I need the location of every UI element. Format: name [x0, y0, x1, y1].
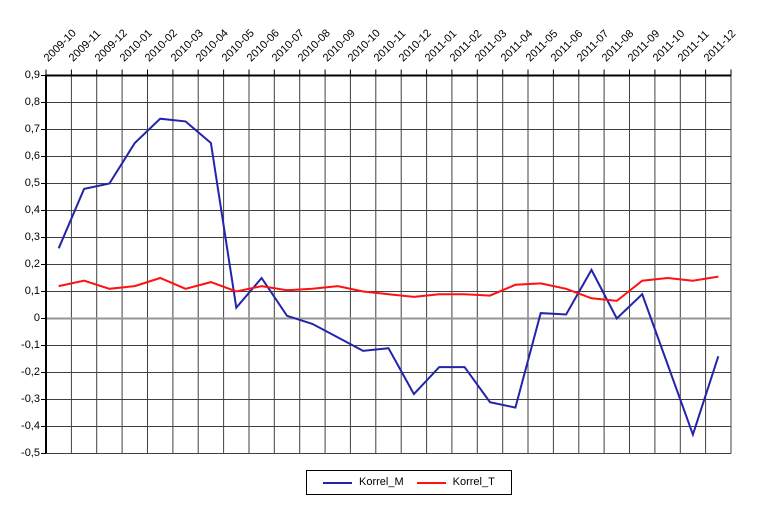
y-axis-tick-label: 0,7	[24, 123, 40, 135]
y-axis-tick-label: -0,2	[21, 366, 40, 378]
y-axis-tick-label: 0,2	[24, 258, 40, 270]
y-axis-tick-label: 0	[33, 312, 40, 324]
y-axis-tick-label: 0,9	[24, 69, 40, 81]
series-line-korrel_m	[57, 117, 720, 438]
korrel-t-line-swatch	[416, 481, 446, 484]
y-axis-tick-label: 0,5	[24, 177, 40, 189]
y-axis-tick-label: -0,5	[21, 447, 40, 459]
legend-item-korrel-m: Korrel_M	[323, 476, 404, 489]
legend-item-korrel-t: Korrel_T	[416, 476, 495, 489]
legend-label-korrel-t: Korrel_T	[452, 476, 495, 488]
y-axis-tick-label: 0,1	[24, 285, 40, 297]
y-axis-tick-label: 0,8	[24, 96, 40, 108]
legend-label-korrel-m: Korrel_M	[359, 476, 404, 488]
series-line-korrel_t	[58, 275, 719, 302]
y-axis-tick-label: -0,3	[21, 393, 40, 405]
y-axis-tick-label: 0,4	[24, 204, 40, 216]
legend: Korrel_M Korrel_T	[306, 470, 512, 495]
y-axis-tick-label: 0,6	[24, 150, 40, 162]
y-axis-tick-label: -0,4	[21, 420, 40, 432]
korrel-m-line-swatch	[323, 481, 352, 484]
y-axis-tick-label: 0,3	[24, 231, 40, 243]
y-axis-tick-label: -0,1	[21, 339, 40, 351]
